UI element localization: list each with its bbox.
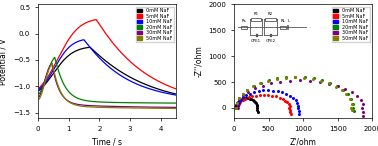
X-axis label: Time / s: Time / s	[92, 137, 122, 146]
Y-axis label: -Z''/ohm: -Z''/ohm	[194, 45, 203, 77]
Y-axis label: Potential / V: Potential / V	[0, 38, 8, 85]
Legend: 0mM NaF, 5mM NaF, 10mM NaF, 20mM NaF, 30mM NaF, 50mM NaF: 0mM NaF, 5mM NaF, 10mM NaF, 20mM NaF, 30…	[332, 7, 370, 42]
Legend: 0mM NaF, 5mM NaF, 10mM NaF, 20mM NaF, 30mM NaF, 50mM NaF: 0mM NaF, 5mM NaF, 10mM NaF, 20mM NaF, 30…	[136, 7, 174, 42]
X-axis label: Z'/ohm: Z'/ohm	[290, 137, 317, 146]
